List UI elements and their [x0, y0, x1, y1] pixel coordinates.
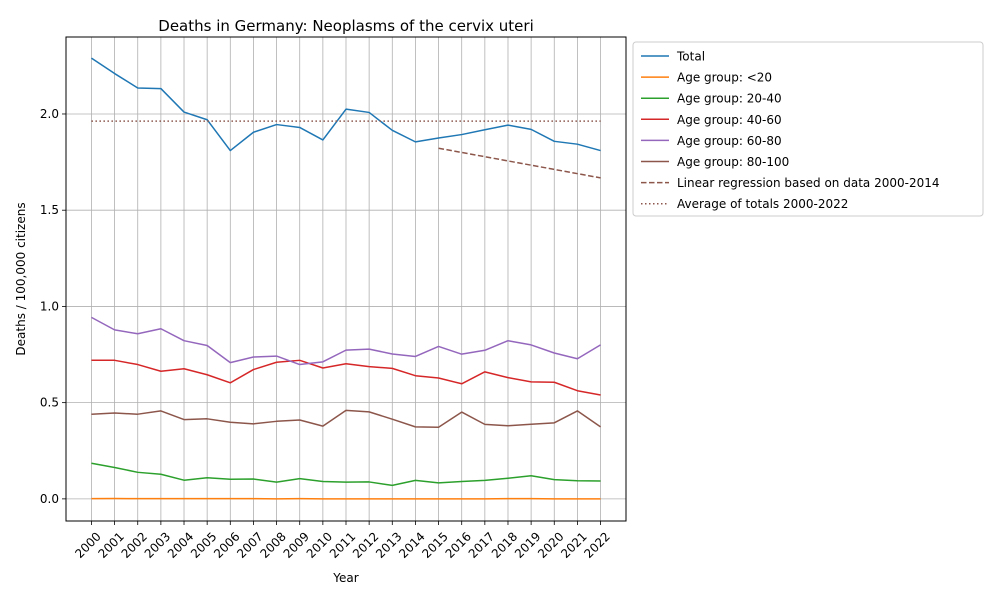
- legend-label-3: Age group: 40-60: [677, 113, 782, 127]
- legend-label-4: Age group: 60-80: [677, 134, 782, 148]
- chart-title: Deaths in Germany: Neoplasms of the cerv…: [158, 17, 533, 35]
- x-axis-label: Year: [332, 571, 358, 585]
- y-tick-label: 2.0: [40, 107, 59, 121]
- legend: Total Age group: <20 Age group: 20-40 Age g…: [633, 42, 983, 216]
- y-tick-label: 1.0: [40, 299, 59, 313]
- legend-label-5: Age group: 80-100: [677, 155, 789, 169]
- legend-label-2: Age group: 20-40: [677, 92, 782, 106]
- y-tick-label: 1.5: [40, 203, 59, 217]
- y-tick-label: 0.0: [40, 492, 59, 506]
- legend-label-1: Age group: <20: [677, 71, 772, 85]
- y-tick-label: 0.5: [40, 396, 59, 410]
- legend-label-0: Total: [676, 50, 705, 64]
- legend-label-6: Linear regression based on data 2000-201…: [677, 176, 939, 190]
- legend-label-7: Average of totals 2000-2022: [677, 197, 848, 211]
- y-axis-label: Deaths / 100,000 citizens: [14, 202, 28, 355]
